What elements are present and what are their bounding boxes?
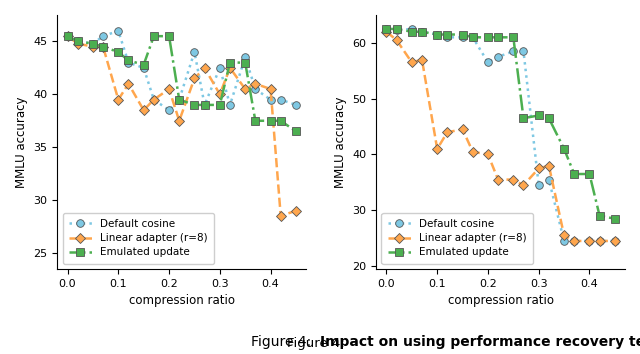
Legend: Default cosine, Linear adapter (r=8), Emulated update: Default cosine, Linear adapter (r=8), Em…	[63, 213, 214, 264]
Y-axis label: MMLU accuracy: MMLU accuracy	[15, 96, 28, 188]
Text: Impact on using performance recovery tech-: Impact on using performance recovery tec…	[320, 335, 640, 349]
Text: Figure 4:: Figure 4:	[287, 337, 353, 350]
X-axis label: compression ratio: compression ratio	[129, 294, 235, 307]
X-axis label: compression ratio: compression ratio	[447, 294, 554, 307]
Legend: Default cosine, Linear adapter (r=8), Emulated update: Default cosine, Linear adapter (r=8), Em…	[381, 213, 533, 264]
Y-axis label: MMLU accuracy: MMLU accuracy	[334, 96, 347, 188]
Text: Figure 4:: Figure 4:	[251, 335, 320, 349]
